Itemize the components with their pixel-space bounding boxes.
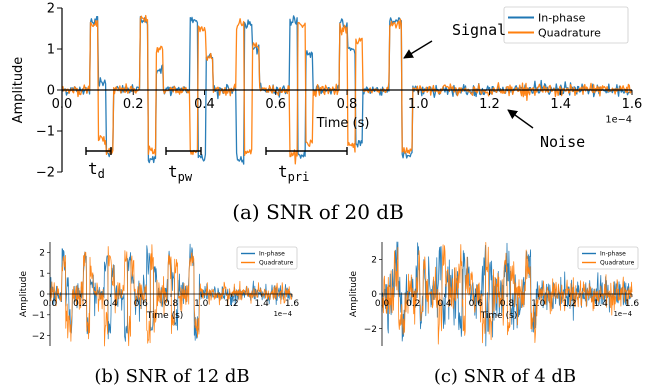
x-tick-label: 0.4 [437, 299, 452, 309]
x-tick-label: 0.6 [265, 97, 286, 112]
y-tick-label: −2 [36, 166, 55, 181]
y-tick-label: −2 [32, 332, 45, 342]
panel-a: 0.0 0.2 0.4 0.6 0.8 1.0 1.2 1.4 1.6 −2 −1 0 1 2 Time (… [11, 2, 642, 224]
x-tick-label: 1.2 [224, 299, 238, 309]
y-tick-label: 2 [47, 2, 55, 17]
x-tick-label: 0.4 [194, 97, 215, 112]
panel-b: 0.0 0.2 0.4 0.6 0.8 1.0 1.2 1.4 1.6 −2 −1 0 1 2 Time (… [19, 242, 299, 387]
x-tick-label: 0.2 [406, 299, 420, 309]
interval-label-pri: tpri [278, 162, 309, 184]
x-tick-label: 1.6 [625, 299, 640, 309]
x-tick-label: 1.0 [531, 299, 546, 309]
x-tick-label: 0.8 [164, 299, 179, 309]
x-tick-label: 0.6 [134, 299, 149, 309]
noise-arrow [507, 109, 534, 129]
y-axis-label: Amplitude [349, 270, 359, 317]
x-tick-label: 1.6 [622, 97, 643, 112]
y-tick-label: −2 [364, 325, 377, 335]
x-tick-label: 0.2 [123, 97, 144, 112]
x-tick-label: 0.2 [73, 299, 87, 309]
y-tick-label: 0 [371, 290, 377, 300]
interval-label-d: td [88, 159, 105, 181]
x-tick-label: 1.4 [255, 299, 270, 309]
x-axis-label: Time (s) [316, 116, 370, 131]
x-tick-label: 1.2 [479, 97, 500, 112]
legend-label: Quadrature [538, 26, 601, 39]
legend-box [503, 6, 629, 44]
x-tick-label: 1.4 [594, 299, 609, 309]
y-axis-label: Amplitude [19, 270, 29, 317]
x-tick-label: 1.0 [408, 97, 429, 112]
x-tick-label: 0.4 [103, 299, 118, 309]
legend-box [236, 246, 298, 270]
x-scale-offset: 1e−4 [605, 114, 632, 125]
legend-label: Quadrature [259, 260, 294, 267]
quadrature-series-line [49, 244, 293, 347]
y-tick-label: 1 [39, 269, 45, 279]
noise-annotation: Noise [540, 133, 585, 151]
x-tick-label: 0.0 [375, 299, 390, 309]
panel-c: 0.0 0.2 0.4 0.6 0.8 1.0 1.2 1.4 1.6 −2 0 2 Time (s) A… [349, 241, 640, 387]
y-tick-label: −1 [36, 125, 55, 140]
x-tick-label: 0.0 [43, 299, 58, 309]
legend-box [577, 246, 639, 270]
panel-caption: (b) SNR of 12 dB [94, 366, 249, 387]
interval-label-pw: tpw [168, 162, 193, 184]
y-tick-label: −1 [32, 311, 45, 321]
legend-label: In-phase [600, 251, 626, 258]
x-tick-label: 0.0 [52, 97, 73, 112]
x-tick-label: 0.8 [500, 299, 515, 309]
legend-label: Quadrature [600, 260, 635, 267]
y-tick-label: 0 [39, 290, 45, 300]
signal-arrow [403, 40, 433, 59]
x-axis-label: Time (s) [480, 311, 518, 321]
x-axis-label: Time (s) [146, 311, 184, 321]
panel-caption: (a) SNR of 20 dB [232, 200, 404, 224]
y-tick-label: 2 [371, 255, 377, 265]
x-tick-label: 0.6 [469, 299, 484, 309]
y-axis-label: Amplitude [11, 57, 26, 124]
x-scale-offset: 1e−4 [274, 310, 292, 318]
legend-label: In-phase [538, 11, 586, 24]
x-tick-label: 1.6 [285, 299, 300, 309]
panel-caption: (c) SNR of 4 dB [434, 366, 576, 387]
signal-annotation: Signal [452, 21, 506, 39]
x-tick-label: 1.2 [562, 299, 576, 309]
y-tick-label: 1 [47, 43, 55, 58]
legend-label: In-phase [259, 251, 285, 258]
x-tick-label: 1.4 [550, 97, 571, 112]
y-tick-label: 2 [39, 249, 45, 259]
x-tick-label: 1.0 [194, 299, 209, 309]
quadrature-series-line [381, 242, 633, 345]
y-tick-label: 0 [47, 84, 55, 99]
x-scale-offset: 1e−4 [614, 310, 632, 318]
x-tick-label: 0.8 [337, 97, 358, 112]
